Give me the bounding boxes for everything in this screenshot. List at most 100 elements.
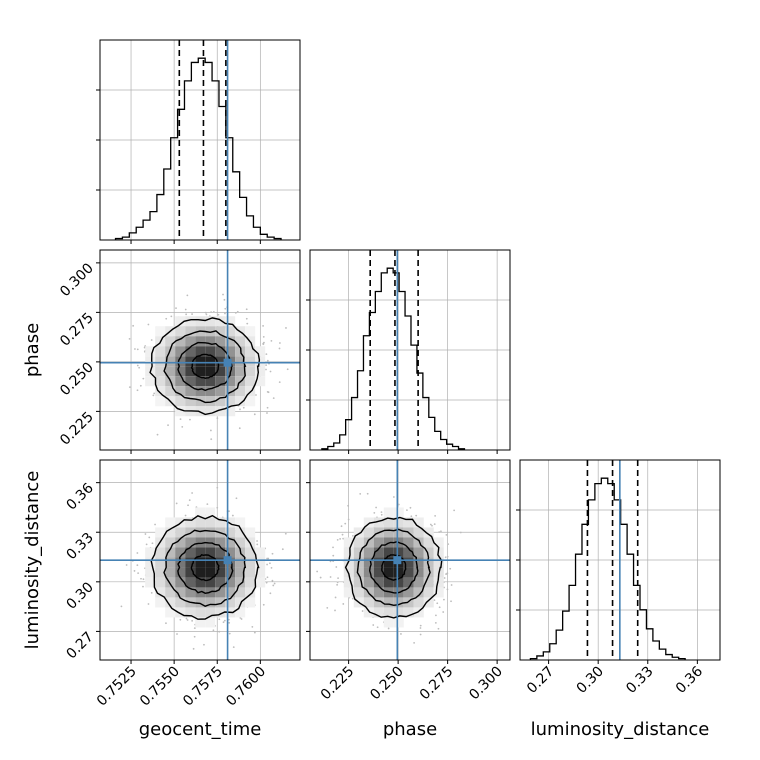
sample-point [210, 438, 213, 441]
sample-point [170, 315, 173, 318]
density-cell [165, 547, 176, 558]
density-cell [195, 557, 206, 568]
sample-point [437, 627, 440, 630]
sample-point [449, 567, 452, 570]
density-cell [175, 326, 186, 337]
sample-point [334, 609, 336, 612]
density-cell [343, 577, 354, 588]
density-cell [225, 346, 236, 357]
density-cell [205, 336, 216, 347]
sample-point [184, 514, 187, 517]
density-cell [423, 527, 434, 538]
density-cell [423, 597, 434, 608]
density-cell [393, 577, 404, 588]
x-tick-label-phase: 0.225 [318, 664, 358, 704]
density-cell [423, 587, 434, 598]
density-cell [393, 607, 404, 618]
density-cell [373, 547, 384, 558]
sample-point [193, 627, 196, 630]
sample-point [409, 506, 412, 509]
density-cell [423, 537, 434, 548]
panel-frame [99, 39, 301, 241]
x-tick-label-luminosity-distance: 0.33 [623, 664, 656, 697]
density-cell [255, 547, 266, 558]
sample-point [434, 514, 437, 517]
density-cell [145, 376, 156, 387]
sample-point [344, 522, 347, 525]
panel-frame [99, 459, 301, 661]
sample-point [206, 503, 209, 506]
sample-point [265, 581, 268, 584]
y-tick-label-phase: 0.225 [57, 409, 97, 449]
sample-point [192, 647, 195, 650]
sample-point [387, 627, 390, 630]
density-cell [245, 356, 256, 367]
density-cell [185, 326, 196, 337]
density-cell [215, 537, 226, 548]
sample-point [238, 427, 241, 430]
density-cell [383, 557, 394, 568]
density-cell [225, 316, 236, 327]
density-cell [403, 607, 414, 618]
sample-point [193, 635, 196, 638]
density-cell [145, 547, 156, 558]
sample-point [410, 515, 413, 518]
density-cell [195, 607, 206, 618]
panel-content [100, 460, 300, 660]
density-cell [215, 567, 226, 578]
sample-point [253, 413, 256, 416]
density-cell [205, 376, 216, 387]
sample-point [140, 577, 142, 580]
sample-point [231, 514, 234, 517]
density-cell [195, 567, 206, 578]
contour-level-2 [177, 541, 234, 595]
sample-point [125, 564, 128, 566]
sample-point [373, 511, 376, 514]
density-cell [185, 557, 196, 568]
density-cell [175, 567, 186, 578]
sample-point [438, 531, 441, 533]
sample-point [188, 499, 191, 502]
sample-point [266, 406, 269, 409]
sample-point [262, 343, 265, 346]
sample-point [136, 552, 139, 554]
sample-point [136, 348, 139, 351]
density-cell [245, 326, 256, 337]
density-cell [353, 577, 364, 588]
density-cell [363, 527, 374, 538]
density-cell [255, 366, 266, 377]
density-cell [413, 517, 424, 528]
sample-point [284, 532, 287, 535]
density-cell [363, 537, 374, 548]
x-tick-label-geocent-time: 0.7575 [180, 664, 226, 710]
sample-point [337, 577, 339, 580]
sample-point [443, 577, 446, 579]
density-cell [175, 336, 186, 347]
sample-point [316, 570, 319, 573]
density-cell [195, 366, 206, 377]
density-cell [185, 386, 196, 397]
density-cell [343, 547, 354, 558]
sample-point [262, 335, 265, 338]
density-cell [185, 346, 196, 357]
sample-point [339, 538, 342, 540]
panel-frame [519, 459, 721, 661]
density-cell [165, 597, 176, 608]
density-cell [215, 386, 226, 397]
x-tick-label-phase: 0.250 [367, 664, 407, 704]
sample-point [224, 312, 226, 315]
sample-point [265, 368, 267, 371]
sample-point [209, 429, 212, 432]
density-cell [165, 567, 176, 578]
density-cell [413, 527, 424, 538]
sample-point [156, 433, 159, 436]
sample-point [245, 317, 248, 320]
sample-point [205, 313, 208, 316]
density-cell [225, 587, 236, 598]
density-cell [215, 607, 226, 618]
density-cell [225, 537, 236, 548]
sample-point [392, 496, 395, 498]
density-cell [175, 587, 186, 598]
density-cell [215, 326, 226, 337]
sample-point [433, 523, 436, 526]
